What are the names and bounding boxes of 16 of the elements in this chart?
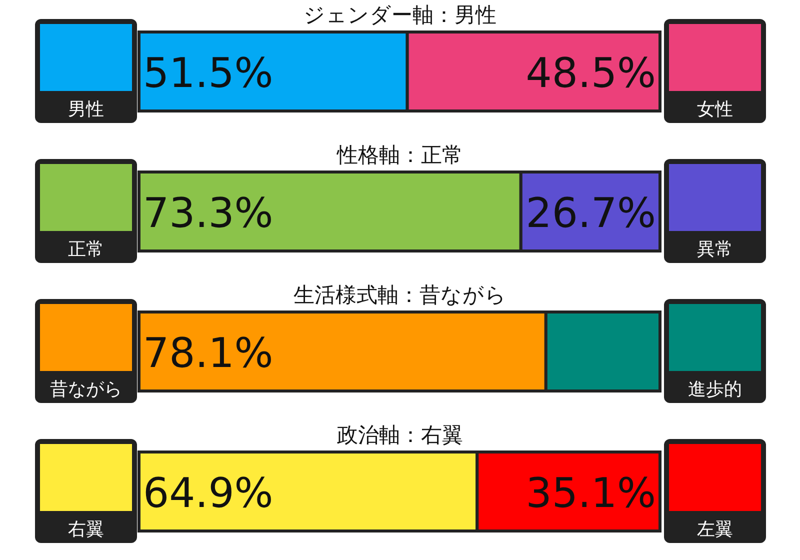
data-label: 78.1% bbox=[143, 329, 274, 377]
data-label: 73.3% bbox=[143, 189, 274, 237]
series-label: 正常 bbox=[68, 239, 104, 260]
chart-title: 生活様式軸：昔ながら bbox=[294, 283, 506, 307]
data-label: 35.1% bbox=[526, 469, 656, 517]
series-label: 右翼 bbox=[68, 519, 104, 540]
data-label: 48.5% bbox=[526, 49, 656, 97]
data-label: 26.7% bbox=[526, 189, 656, 237]
chart-title: ジェンダー軸：男性 bbox=[304, 3, 496, 27]
series-label: 進歩的 bbox=[688, 379, 742, 400]
chart-title: 性格軸：正常 bbox=[336, 143, 463, 167]
series-label: 昔ながら bbox=[50, 379, 122, 400]
data-label: 64.9% bbox=[143, 469, 274, 517]
series-label: 男性 bbox=[68, 99, 104, 120]
data-label: 51.5% bbox=[143, 49, 274, 97]
chart-title: 政治軸：右翼 bbox=[337, 423, 463, 447]
